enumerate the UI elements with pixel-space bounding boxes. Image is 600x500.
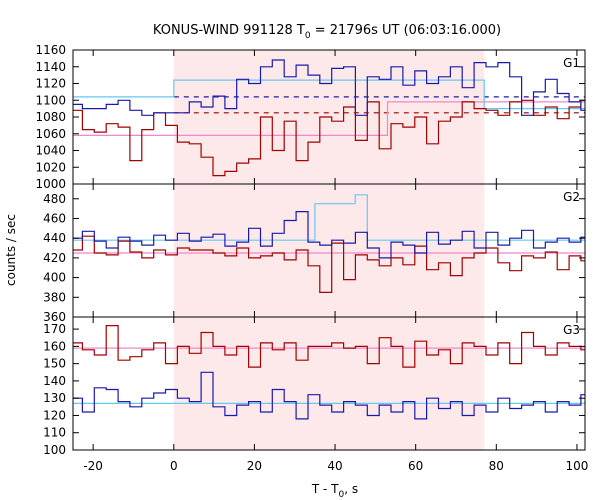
x-axis-label: T - T0, s — [311, 482, 358, 500]
panel-label: G3 — [563, 323, 580, 337]
x-tick-label: 40 — [327, 459, 342, 473]
y-tick-label: 1100 — [35, 93, 66, 107]
y-tick-label: 440 — [43, 231, 66, 245]
y-tick-label: 140 — [43, 374, 66, 388]
panel-label: G1 — [563, 56, 580, 70]
series-histogram — [73, 325, 585, 368]
y-tick-label: 150 — [43, 357, 66, 371]
y-tick-label: 1140 — [35, 60, 66, 74]
panel-frame — [72, 316, 586, 451]
panel-g3: 100 110 120 130 140 150 160 170 G3 — [43, 316, 586, 457]
chart-title: KONUS-WIND 991128 T0 = 21796s UT (06:03:… — [153, 23, 501, 41]
chart-panels: 1000 1020 1040 1060 1080 1100 1120 1140 1160 G1 36… — [35, 43, 586, 457]
y-tick-label: 380 — [43, 290, 66, 304]
series-level — [73, 79, 585, 110]
x-tick-label: 60 — [408, 459, 423, 473]
y-tick-label: 1160 — [35, 43, 66, 57]
x-tick-label: 20 — [247, 459, 262, 473]
y-tick-label: 1080 — [35, 110, 66, 124]
y-tick-label: 360 — [43, 310, 66, 324]
x-tick-labels: -20 0 20 40 60 80 100 — [83, 459, 588, 473]
series-histogram — [73, 235, 585, 293]
y-tick-label: 160 — [43, 339, 66, 353]
panel-g1: 1000 1020 1040 1060 1080 1100 1120 1140 1160 G1 — [35, 43, 586, 191]
y-axis-label: counts / sec — [4, 214, 18, 286]
x-tick-label: 0 — [170, 459, 178, 473]
shaded-interval — [173, 317, 485, 450]
x-tick-label: 80 — [489, 459, 504, 473]
y-tick-label: 460 — [43, 211, 66, 225]
shaded-interval — [173, 184, 485, 317]
y-tick-label: 1040 — [35, 144, 66, 158]
series-histogram — [73, 59, 585, 116]
y-tick-label: 420 — [43, 251, 66, 265]
y-tick-label: 170 — [43, 322, 66, 336]
y-tick-label: 480 — [43, 192, 66, 206]
series-level — [73, 101, 585, 136]
panel-g2: 360 380 400 420 440 460 480 G2 — [43, 183, 586, 324]
series-histogram — [73, 211, 585, 259]
x-tick-label: 100 — [565, 459, 588, 473]
y-tick-label: 120 — [43, 408, 66, 422]
series-histogram — [73, 371, 585, 420]
y-tick-label: 130 — [43, 391, 66, 405]
x-tick-label: -20 — [83, 459, 103, 473]
y-tick-label: 1020 — [35, 160, 66, 174]
y-tick-label: 110 — [43, 426, 66, 440]
y-tick-label: 400 — [43, 271, 66, 285]
y-tick-label: 100 — [43, 443, 66, 457]
panel-label: G2 — [563, 190, 580, 204]
y-tick-label: 1060 — [35, 127, 66, 141]
y-tick-label: 1000 — [35, 177, 66, 191]
y-tick-label: 1120 — [35, 77, 66, 91]
